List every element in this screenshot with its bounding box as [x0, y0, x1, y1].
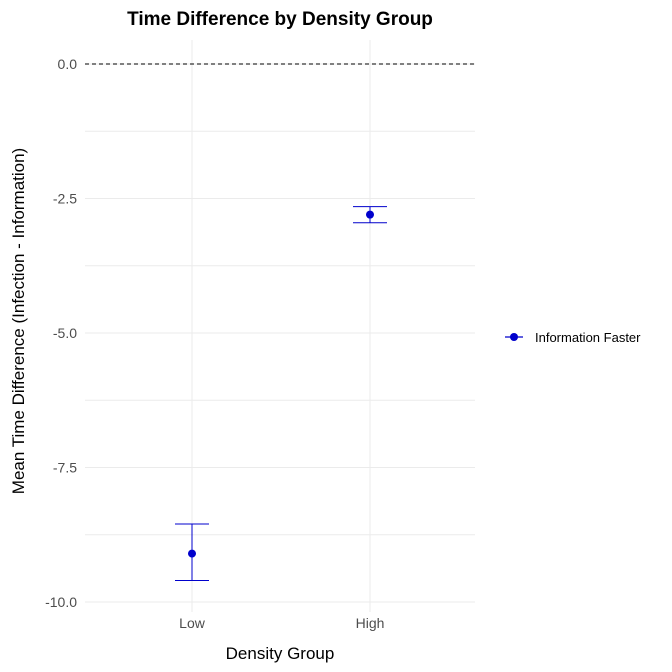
- legend-key-point: [510, 333, 518, 341]
- x-tick-label: Low: [179, 615, 206, 631]
- x-tick-labels: Low High: [179, 615, 384, 631]
- error-bar-group: [353, 206, 387, 224]
- y-axis-title: Mean Time Difference (Infection - Inform…: [9, 148, 28, 494]
- y-tick-label: -2.5: [53, 191, 77, 207]
- y-tick-labels: 0.0 -2.5 -5.0 -7.5 -10.0: [45, 56, 77, 610]
- error-bar-group: [175, 523, 209, 581]
- y-tick-label: 0.0: [58, 56, 78, 72]
- legend: Information Faster: [505, 330, 641, 345]
- data-point: [188, 549, 196, 558]
- data-marks: [175, 206, 387, 581]
- data-point: [366, 210, 374, 219]
- grid: [85, 40, 475, 612]
- y-tick-label: -10.0: [45, 594, 77, 610]
- chart-title: Time Difference by Density Group: [127, 9, 433, 30]
- y-tick-label: -7.5: [53, 460, 77, 476]
- y-tick-label: -5.0: [53, 325, 77, 341]
- legend-label: Information Faster: [535, 330, 641, 345]
- x-axis-title: Density Group: [226, 644, 335, 663]
- x-tick-label: High: [356, 615, 385, 631]
